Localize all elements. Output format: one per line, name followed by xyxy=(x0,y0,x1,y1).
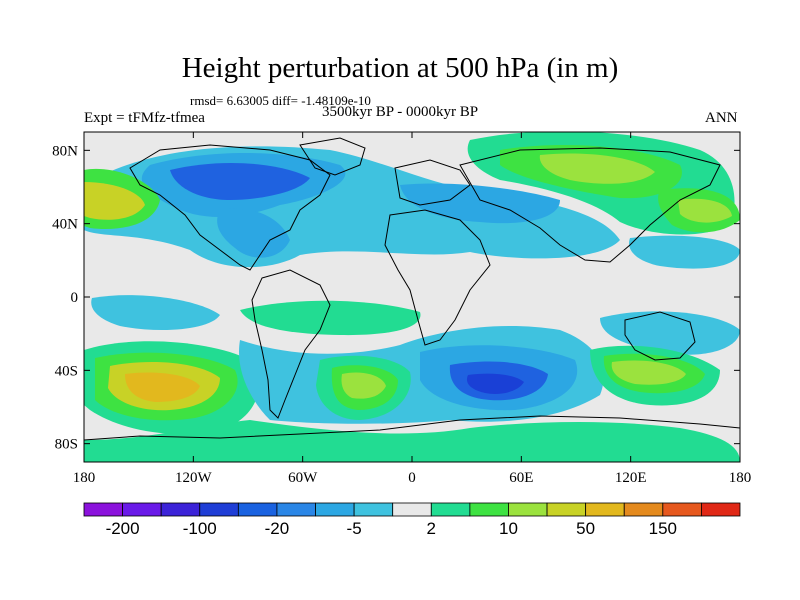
lat-tick-label: 40N xyxy=(52,217,78,233)
colorbar-swatch xyxy=(508,502,548,517)
colorbar-label: -100 xyxy=(183,519,217,538)
lon-tick-label: 60W xyxy=(288,470,318,486)
colorbar-swatch xyxy=(662,502,702,517)
longitude-labels: 180 120W 60W 0 60E 120E 180 xyxy=(73,470,752,486)
coast-asia xyxy=(459,147,721,263)
contour-pos-antarctic xyxy=(84,420,740,462)
contour-pos-saus-core xyxy=(611,360,686,385)
colorbar-swatch xyxy=(160,502,201,517)
colorbar-swatch xyxy=(237,502,278,517)
colorbar xyxy=(83,502,741,517)
season-label: ANN xyxy=(705,110,738,126)
colorbar-swatch xyxy=(83,502,123,517)
contour-neg-eqpac xyxy=(91,295,220,331)
coast-south-america xyxy=(251,269,331,419)
lat-tick-label: 40S xyxy=(55,363,78,379)
lon-tick-label: 0 xyxy=(408,470,416,486)
lat-tick-label: 80N xyxy=(52,143,78,159)
chart-title: Height perturbation at 500 hPa (in m) xyxy=(181,52,619,84)
colorbar-swatch xyxy=(276,502,316,517)
coast-north-america xyxy=(129,144,331,271)
coast-europe xyxy=(394,159,471,206)
colorbar-label: -5 xyxy=(347,519,362,538)
colorbar-label: -20 xyxy=(265,519,290,538)
lon-tick-label: 180 xyxy=(729,470,752,486)
coast-antarctica xyxy=(84,415,740,441)
colorbar-label: 2 xyxy=(427,519,436,538)
contour-neg-america xyxy=(217,208,290,258)
lon-tick-label: 60E xyxy=(509,470,533,486)
colorbar-label: 50 xyxy=(576,519,595,538)
lat-tick-label: 0 xyxy=(71,290,79,306)
lon-tick-label: 120W xyxy=(175,470,213,486)
rmsd-diff-stats: rmsd= 6.63005 diff= -1.48109e-10 xyxy=(190,93,371,108)
colorbar-label: 150 xyxy=(649,519,677,538)
axis-ticks xyxy=(83,132,741,462)
colorbar-swatch xyxy=(353,502,394,517)
coast-greenland xyxy=(299,137,366,176)
contour-neg-europe xyxy=(400,183,560,224)
coast-africa xyxy=(384,209,491,346)
period-label: 3500kyr BP - 0000kyr BP xyxy=(322,104,479,120)
lat-tick-label: 80S xyxy=(55,437,78,453)
colorbar-label: -200 xyxy=(106,519,140,538)
contour-pos-asia-core xyxy=(539,153,655,184)
lon-tick-label: 180 xyxy=(73,470,96,486)
coastlines xyxy=(84,137,740,441)
colorbar-swatch xyxy=(430,502,471,517)
coast-australia xyxy=(624,311,696,361)
colorbar-label: 10 xyxy=(499,519,518,538)
colorbar-labels: -200 -100 -20 -5 2 10 50 150 xyxy=(106,519,677,538)
contour-pos-nepac-core xyxy=(678,198,732,223)
colorbar-swatch xyxy=(585,502,625,517)
experiment-label: Expt = tFMfz-tfmea xyxy=(84,110,205,126)
contour-pos-nwpac-core xyxy=(84,182,145,220)
colorbar-swatch xyxy=(392,502,432,517)
colorbar-swatch xyxy=(701,502,741,517)
contour-neg-south-peak xyxy=(466,373,524,394)
contour-neg-southpac xyxy=(600,311,740,355)
colorbar-swatch xyxy=(469,502,509,517)
colorbar-swatch xyxy=(546,502,587,517)
latitude-labels: 80N 40N 0 40S 80S xyxy=(52,143,78,452)
contour-pos-tropics xyxy=(240,300,421,336)
contour-neg-indo xyxy=(629,235,740,269)
contour-pos-satl-core xyxy=(341,372,386,399)
contour-neg-north-core xyxy=(170,163,310,200)
colorbar-swatch xyxy=(315,502,355,517)
colorbar-swatch xyxy=(199,502,239,517)
lon-tick-label: 120E xyxy=(615,470,647,486)
contour-pos-southpac-peak xyxy=(125,372,200,402)
colorbar-swatch xyxy=(122,502,162,517)
colorbar-swatch xyxy=(623,502,664,517)
